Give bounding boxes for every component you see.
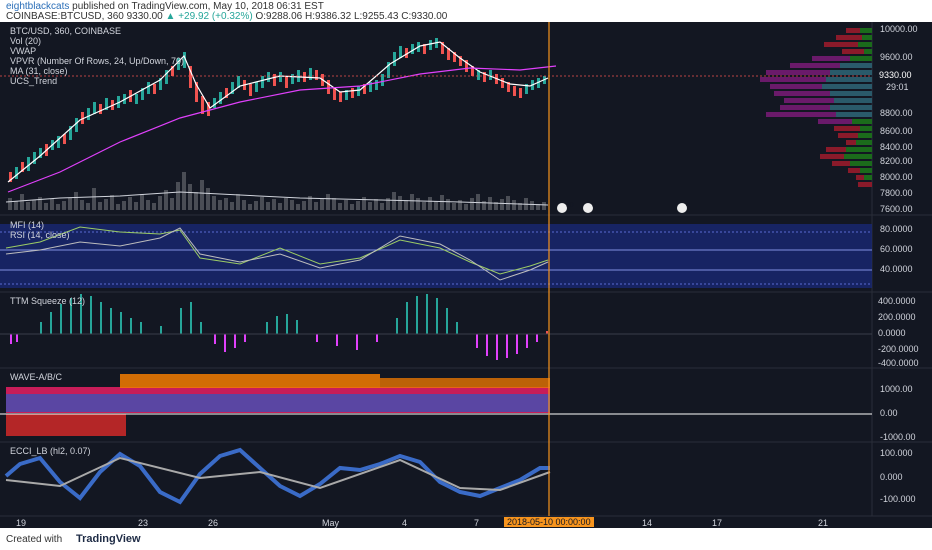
last-price-box: 9330.00	[876, 70, 915, 80]
wave-tick: -1000.00	[880, 432, 916, 442]
price-tick: 7800.00	[880, 188, 913, 198]
time-tick: 4	[402, 518, 408, 528]
mfi-label[interactable]: MFI (14)	[10, 220, 45, 230]
chart-header: eightblackcats published on TradingView.…	[0, 0, 932, 22]
author-link[interactable]: eightblackcats	[6, 1, 70, 12]
countdown-box: 29:01	[886, 82, 909, 92]
indicator-vpvr[interactable]: VPVR (Number Of Rows, 24, Up/Down, 70)	[10, 56, 185, 66]
ohlc-line: COINBASE:BTCUSD, 360 9330.00 ▲ +29.92 (+…	[6, 11, 447, 22]
time-tick: 14	[642, 518, 653, 528]
chart-area[interactable]: BTC/USD, 360, COINBASE Vol (20) VWAP VPV…	[0, 22, 932, 528]
volume-ma-line	[5, 191, 549, 206]
wave-histogram	[6, 374, 550, 436]
tradingview-brand[interactable]: TradingView	[76, 533, 141, 545]
price-tick: 7600.00	[880, 204, 913, 214]
change-text: ▲ +29.92 (+0.32%)	[165, 11, 253, 22]
time-tick: 23	[138, 518, 149, 528]
indicator-ma[interactable]: MA (31, close)	[10, 66, 68, 76]
time-tick: 19	[16, 518, 27, 528]
mfi-tick: 60.0000	[880, 244, 913, 254]
time-cursor-label: 2018-05-10 00:00:00	[504, 517, 594, 527]
ttm-tick: -200.0000	[878, 344, 919, 354]
ecci-tick: -100.000	[880, 494, 916, 504]
footer: Created with TradingView	[0, 528, 932, 550]
chart-canvas[interactable]	[0, 22, 932, 528]
price-tick: 8200.00	[880, 156, 913, 166]
published-text: published on TradingView.com, May 10, 20…	[72, 1, 324, 12]
indicator-ucs-trend[interactable]: UCS_Trend	[10, 76, 58, 86]
vwap-line	[7, 41, 549, 183]
rsi-label[interactable]: RSI (14, close)	[10, 230, 70, 240]
event-count: 4	[686, 202, 690, 209]
mfi-tick: 80.0000	[880, 224, 913, 234]
volume-bars	[8, 172, 546, 210]
rsi-line	[5, 227, 549, 281]
event-markers[interactable]	[557, 203, 687, 213]
time-tick: 21	[818, 518, 829, 528]
high-text: H:9386.32	[305, 11, 352, 22]
ttm-tick: 0.0000	[878, 328, 906, 338]
time-tick: 17	[712, 518, 723, 528]
symbol-text: COINBASE:BTCUSD, 360	[6, 11, 124, 22]
mfi-line	[5, 226, 549, 275]
time-tick: May	[322, 518, 340, 528]
open-text: O:9288.06	[255, 11, 303, 22]
event-count: 3	[592, 202, 596, 209]
mfi-tick: 40.0000	[880, 264, 913, 274]
ma-line	[7, 65, 557, 193]
low-text: L:9255.43	[353, 11, 399, 22]
close-text: C:9330.00	[401, 11, 448, 22]
time-tick: 26	[208, 518, 219, 528]
ttm-tick: 400.0000	[878, 296, 916, 306]
ecci-tick: 0.000	[880, 472, 903, 482]
ecci-tick: 100.000	[880, 448, 913, 458]
ttm-tick: 200.0000	[878, 312, 916, 322]
ecci-label[interactable]: ECCI_LB (hl2, 0.07)	[10, 446, 91, 456]
price-tick: 8400.00	[880, 142, 913, 152]
last-price-text: 9330.00	[126, 11, 163, 22]
indicator-vwap[interactable]: VWAP	[10, 46, 37, 56]
vpvr-profile	[760, 28, 872, 187]
event-count: 10	[566, 202, 574, 209]
ttm-label[interactable]: TTM Squeeze (12)	[10, 296, 86, 306]
ttm-tick: -400.0000	[878, 358, 919, 368]
price-tick: 10000.00	[880, 24, 918, 34]
price-tick: 8800.00	[880, 108, 913, 118]
time-tick: 7	[474, 518, 480, 528]
ecci-line-grey	[5, 456, 551, 492]
wave-tick: 0.00	[880, 408, 898, 418]
price-tick: 9600.00	[880, 52, 913, 62]
price-tick: 8600.00	[880, 126, 913, 136]
main-title: BTC/USD, 360, COINBASE	[10, 26, 122, 36]
wave-label[interactable]: WAVE-A/B/C	[10, 372, 63, 382]
created-with-text: Created with	[6, 534, 63, 545]
wave-tick: 1000.00	[880, 384, 913, 394]
rsi-band	[0, 224, 872, 288]
price-tick: 8000.00	[880, 172, 913, 182]
publish-line: eightblackcats published on TradingView.…	[6, 1, 324, 12]
ttm-histogram	[10, 294, 548, 360]
indicator-vol[interactable]: Vol (20)	[10, 36, 42, 46]
ecci-line	[4, 447, 550, 505]
